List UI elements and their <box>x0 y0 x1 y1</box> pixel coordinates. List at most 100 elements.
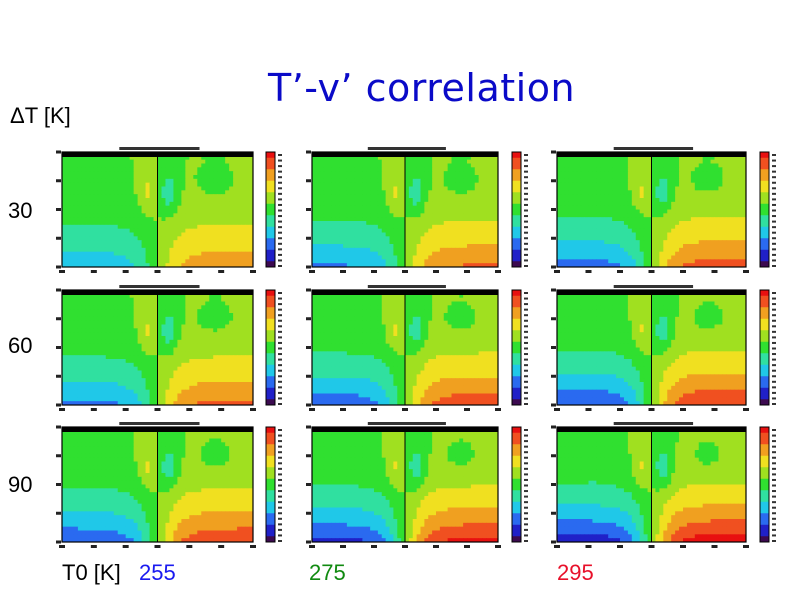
contour-cell <box>734 259 739 264</box>
contour-cell <box>343 217 348 222</box>
colorbar-segment <box>760 169 769 173</box>
contour-cell <box>627 232 633 237</box>
contour-cell <box>385 155 390 161</box>
contour-cell <box>588 247 593 253</box>
contour-cell <box>197 213 202 218</box>
contour-cell <box>616 201 621 207</box>
contour-cell <box>209 224 214 230</box>
contour-cell <box>408 247 414 253</box>
contour-cell <box>463 213 468 218</box>
contour-cell <box>482 251 487 256</box>
contour-cell <box>694 163 700 168</box>
contour-cell <box>133 320 139 325</box>
contour-cell <box>339 213 344 218</box>
contour-cell <box>101 309 107 314</box>
contour-cell <box>362 236 367 241</box>
contour-cell <box>374 232 379 237</box>
contour-cell <box>560 205 566 210</box>
contour-cell <box>679 167 684 172</box>
contour-cell <box>702 213 708 218</box>
contour-cell <box>201 251 206 256</box>
contour-cell <box>312 194 317 199</box>
contour-cell <box>451 209 456 214</box>
contour-cell <box>101 155 107 161</box>
contour-cell <box>627 182 633 187</box>
contour-cell <box>213 221 218 226</box>
contour-cell <box>455 194 460 199</box>
contour-cell <box>133 175 139 180</box>
contour-cell <box>197 171 202 176</box>
contour-cell <box>584 155 589 161</box>
contour-cell <box>209 182 214 187</box>
contour-cell <box>85 221 91 226</box>
contour-cell <box>217 251 222 256</box>
contour-cell <box>85 297 91 302</box>
contour-cell <box>197 159 202 164</box>
colorbar-tick-mark <box>278 220 282 223</box>
contour-cell <box>137 178 142 184</box>
contour-cell <box>698 201 704 207</box>
contour-cell <box>455 255 460 260</box>
contour-cell <box>350 251 356 256</box>
contour-cell <box>393 171 398 176</box>
contour-cell <box>424 201 429 207</box>
contour-cell <box>490 194 495 199</box>
contour-cell <box>366 228 371 233</box>
contour-cell <box>738 209 743 214</box>
contour-cell <box>145 159 150 164</box>
contour-cell <box>113 155 119 161</box>
contour-cell <box>137 240 142 245</box>
contour-cell <box>463 201 468 207</box>
contour-cell <box>346 194 352 199</box>
contour-cell <box>331 236 336 241</box>
contour-cell <box>710 228 715 233</box>
contour-cell <box>205 209 210 214</box>
contour-cell <box>85 182 91 187</box>
contour-cell <box>221 221 226 226</box>
contour-cell <box>596 247 601 253</box>
contour-cell <box>683 175 688 180</box>
contour-cell <box>335 259 340 264</box>
contour-cell <box>608 171 613 176</box>
contour-cell <box>233 201 238 207</box>
contour-cell <box>85 236 91 241</box>
contour-cell <box>455 186 460 191</box>
contour-cell <box>109 244 115 249</box>
contour-cell <box>722 182 727 187</box>
contour-cell <box>620 251 625 256</box>
contour-cell <box>312 224 317 230</box>
contour-cell <box>101 236 107 241</box>
contour-cell <box>358 209 363 214</box>
contour-cell <box>572 201 578 207</box>
contour-cell <box>490 259 495 264</box>
contour-cell <box>105 305 111 310</box>
contour-cell <box>245 247 250 253</box>
contour-cell <box>612 251 617 256</box>
contour-cell <box>420 186 425 191</box>
contour-cell <box>651 259 656 264</box>
contour-cell <box>490 178 495 184</box>
contour-cell <box>193 259 198 264</box>
contour-cell <box>734 167 739 172</box>
contour-cell <box>647 263 652 268</box>
contour-cell <box>169 217 174 222</box>
contour-cell <box>335 251 340 256</box>
contour-cell <box>647 178 652 184</box>
contour-cell <box>643 251 648 256</box>
contour-cell <box>557 167 562 172</box>
contour-cell <box>177 320 182 325</box>
contour-cell <box>702 209 708 214</box>
contour-cell <box>153 320 158 325</box>
contour-cell <box>714 251 719 256</box>
contour-cell <box>623 224 629 230</box>
contour-cell <box>459 159 464 164</box>
contour-cell <box>702 178 708 184</box>
contour-cell <box>245 251 250 256</box>
y-tick-mark <box>551 150 556 154</box>
colorbar-segment <box>266 229 275 233</box>
x-tick-mark <box>617 270 623 273</box>
contour-cell <box>62 171 67 176</box>
contour-cell <box>73 247 79 253</box>
contour-cell <box>185 259 190 264</box>
contour-cell <box>686 198 692 203</box>
